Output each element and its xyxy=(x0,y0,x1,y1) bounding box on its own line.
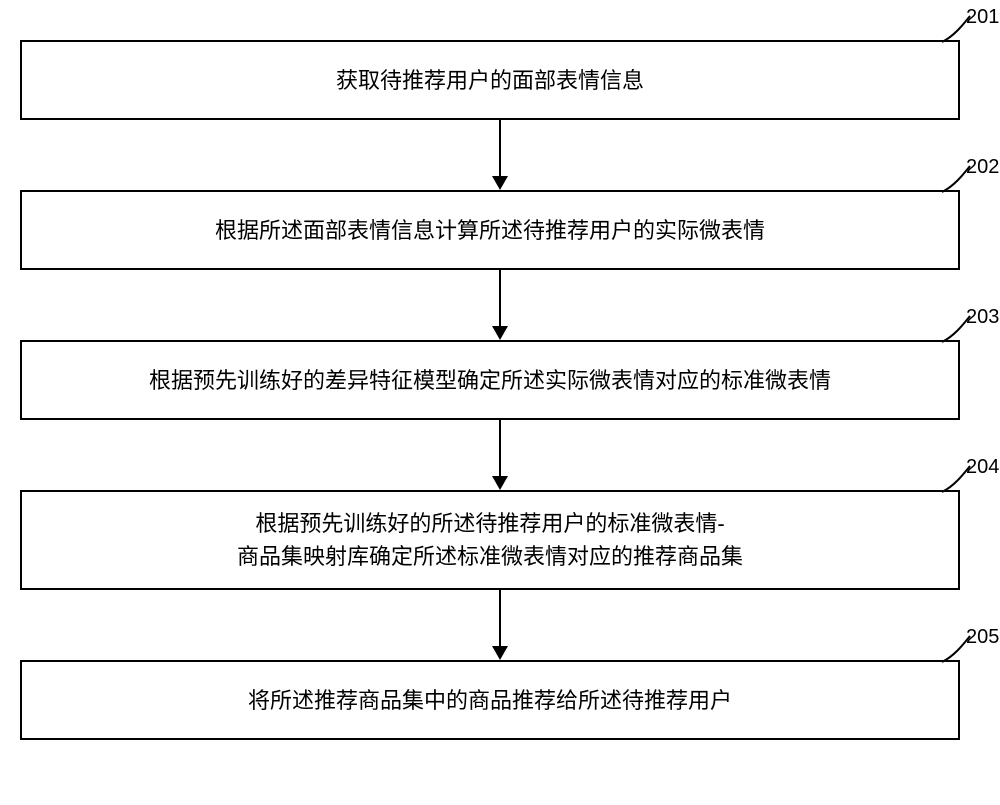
label-205: 205 xyxy=(966,626,999,649)
flow-step-202-text: 根据所述面部表情信息计算所述待推荐用户的实际微表情 xyxy=(215,214,765,247)
flow-step-201: 获取待推荐用户的面部表情信息 xyxy=(20,40,960,120)
flow-step-201-text: 获取待推荐用户的面部表情信息 xyxy=(336,64,644,97)
flow-step-202: 根据所述面部表情信息计算所述待推荐用户的实际微表情 xyxy=(20,190,960,270)
label-201: 201 xyxy=(966,6,999,29)
arrow-204-205 xyxy=(499,590,501,646)
flow-step-203: 根据预先训练好的差异特征模型确定所述实际微表情对应的标准微表情 xyxy=(20,340,960,420)
label-203: 203 xyxy=(966,306,999,329)
flow-step-205-text: 将所述推荐商品集中的商品推荐给所述待推荐用户 xyxy=(248,684,732,717)
arrow-201-202 xyxy=(499,120,501,176)
arrow-203-204 xyxy=(499,420,501,476)
flowchart-container: 获取待推荐用户的面部表情信息 201 根据所述面部表情信息计算所述待推荐用户的实… xyxy=(0,0,1000,805)
arrowhead-204-205 xyxy=(492,646,508,660)
flow-step-205: 将所述推荐商品集中的商品推荐给所述待推荐用户 xyxy=(20,660,960,740)
label-204: 204 xyxy=(966,456,999,479)
flow-step-204: 根据预先训练好的所述待推荐用户的标准微表情- 商品集映射库确定所述标准微表情对应… xyxy=(20,490,960,590)
arrowhead-203-204 xyxy=(492,476,508,490)
flow-step-203-text: 根据预先训练好的差异特征模型确定所述实际微表情对应的标准微表情 xyxy=(149,364,831,397)
flow-step-204-text: 根据预先训练好的所述待推荐用户的标准微表情- 商品集映射库确定所述标准微表情对应… xyxy=(237,507,743,573)
arrowhead-202-203 xyxy=(492,326,508,340)
arrow-202-203 xyxy=(499,270,501,326)
label-202: 202 xyxy=(966,156,999,179)
arrowhead-201-202 xyxy=(492,176,508,190)
